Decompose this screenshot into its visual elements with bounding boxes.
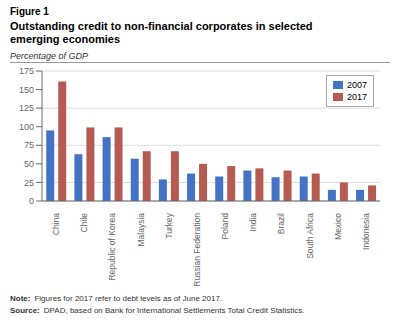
html-text:2007: 2007: [347, 80, 367, 90]
svg-text:50: 50: [24, 159, 34, 169]
html-text:Outstanding credit to non-fina: Outstanding credit to non-financial corp…: [10, 20, 313, 32]
svg-text:75: 75: [24, 140, 34, 150]
html-text:emerging economies: emerging economies: [10, 33, 120, 45]
svg-text:175: 175: [19, 66, 34, 76]
html-text:2017: 2017: [347, 92, 367, 102]
svg-text:125: 125: [19, 103, 34, 113]
svg-text:Chile: Chile: [79, 213, 89, 233]
svg-text:100: 100: [19, 122, 34, 132]
svg-text:China: China: [51, 213, 61, 235]
svg-text:Indonesia: Indonesia: [361, 213, 371, 250]
svg-text:0: 0: [29, 196, 34, 206]
html-text:Percentage of GDP: Percentage of GDP: [10, 51, 88, 61]
svg-text:25: 25: [24, 178, 34, 188]
html-text:Note: Figures for 2017 refer t: Note: Figures for 2017 refer to debt lev…: [10, 294, 223, 303]
svg-text:Poland: Poland: [220, 213, 230, 240]
svg-text:Malaysia: Malaysia: [136, 213, 146, 247]
html-text:Figure 1: Figure 1: [10, 6, 49, 17]
svg-text:Republic of Korea: Republic of Korea: [107, 213, 117, 281]
svg-text:150: 150: [19, 85, 34, 95]
svg-text:South Africa: South Africa: [305, 213, 315, 259]
svg-text:Mexico: Mexico: [333, 213, 343, 240]
html-text:Source: DPAD, based on Bank fo: Source: DPAD, based on Bank for Internat…: [10, 306, 305, 315]
svg-text:India: India: [248, 213, 258, 232]
svg-text:Russian Federation: Russian Federation: [192, 213, 202, 287]
svg-text:Brazil: Brazil: [276, 213, 286, 234]
svg-text:Turkey: Turkey: [164, 212, 174, 238]
